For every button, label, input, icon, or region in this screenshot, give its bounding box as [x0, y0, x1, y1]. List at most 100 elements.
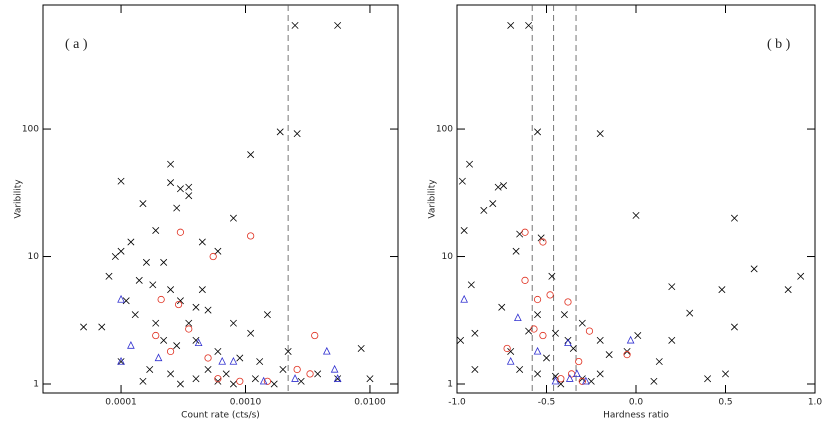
triangle-marker — [229, 356, 238, 365]
cross-marker — [98, 323, 106, 331]
triangle-marker — [259, 376, 268, 385]
triangle-marker — [291, 374, 299, 382]
y-tick-label: 1 — [33, 380, 39, 390]
cross-marker — [569, 344, 577, 352]
circle-marker — [209, 252, 217, 261]
cross-marker — [204, 365, 212, 373]
x-axis-title: Hardness ratio — [603, 411, 669, 421]
circle-marker — [152, 331, 160, 340]
triangle-marker — [330, 364, 339, 373]
cross-marker — [131, 311, 139, 319]
cross-marker — [334, 21, 342, 29]
cross-marker — [214, 247, 222, 255]
triangle-marker — [533, 346, 542, 355]
cross-marker — [167, 286, 175, 294]
cross-marker — [185, 183, 193, 191]
y-tick-label: 1 — [447, 380, 453, 390]
circle-marker — [539, 331, 547, 340]
x-axis-title: Count rate (cts/s) — [181, 411, 260, 421]
cross-marker — [149, 281, 157, 289]
cross-marker — [111, 253, 119, 261]
cross-marker — [525, 21, 533, 29]
y-tick-label: 10 — [28, 252, 40, 262]
cross-marker — [185, 192, 193, 200]
cross-marker — [152, 227, 160, 234]
cross-marker — [494, 183, 502, 191]
y-axis-title: Varibility — [14, 179, 24, 219]
cross-marker — [537, 234, 545, 242]
x-tick-label: 0.0 — [629, 398, 644, 408]
circle-marker — [539, 238, 547, 246]
cross-marker — [214, 347, 222, 355]
circle-marker — [236, 377, 244, 385]
cross-marker — [784, 286, 792, 294]
circle-marker — [521, 228, 529, 236]
cross-marker — [214, 377, 222, 385]
cross-marker — [297, 377, 305, 385]
triangle-marker — [565, 374, 574, 382]
cross-marker — [173, 342, 181, 350]
circle-marker — [623, 351, 631, 359]
triangle-marker — [626, 335, 635, 344]
cross-marker — [293, 130, 301, 138]
cross-marker — [557, 380, 565, 388]
cross-marker — [192, 303, 200, 311]
cross-marker — [543, 354, 550, 362]
cross-marker — [466, 160, 474, 168]
cross-marker — [192, 375, 200, 383]
circle-marker — [311, 331, 319, 340]
x-tick-label: 0.0100 — [354, 398, 386, 408]
cross-marker — [142, 258, 150, 266]
cross-marker — [127, 238, 135, 246]
cross-marker — [251, 375, 259, 383]
circle-marker — [557, 375, 565, 383]
y-tick-label: 100 — [22, 125, 39, 135]
cross-marker — [632, 211, 640, 219]
cross-marker — [198, 238, 206, 246]
cross-marker — [668, 336, 676, 344]
circle-marker — [530, 325, 538, 333]
cross-marker — [704, 375, 712, 383]
cross-marker — [498, 303, 506, 311]
cross-marker — [460, 227, 468, 234]
cross-marker — [534, 311, 542, 319]
cross-marker — [117, 177, 125, 185]
cross-marker — [117, 247, 125, 255]
panel-label: ( a ) — [65, 37, 88, 52]
circle-marker — [575, 357, 583, 366]
cross-marker — [730, 214, 738, 222]
cross-marker — [276, 128, 284, 136]
x-tick-label: 0.0010 — [230, 398, 262, 408]
triangle-marker — [218, 356, 227, 365]
cross-marker — [457, 336, 465, 344]
x-tick-label: -1.0 — [448, 398, 466, 408]
cross-marker — [173, 204, 181, 212]
cross-marker — [152, 319, 160, 327]
circle-marker — [214, 375, 222, 383]
cross-marker — [489, 200, 497, 208]
y-axis-title: Varibility — [428, 179, 438, 219]
cross-marker — [334, 375, 342, 383]
triangle-marker — [333, 374, 342, 382]
cross-marker — [229, 319, 237, 327]
cross-marker — [176, 380, 184, 388]
cross-marker — [146, 365, 154, 373]
cross-marker — [229, 380, 237, 388]
cross-marker — [204, 306, 212, 314]
cross-marker — [596, 370, 604, 378]
triangle-marker — [514, 313, 522, 322]
cross-marker — [247, 151, 255, 159]
cross-marker — [117, 358, 125, 366]
cross-marker — [534, 370, 542, 378]
cross-marker — [357, 344, 365, 352]
circle-marker — [166, 347, 175, 356]
cross-marker — [534, 128, 542, 136]
cross-marker — [500, 182, 508, 190]
cross-marker — [596, 336, 604, 344]
circle-marker — [263, 377, 272, 385]
cross-marker — [122, 297, 130, 305]
plot-frame — [42, 4, 399, 394]
cross-marker — [548, 272, 556, 280]
circle-marker — [176, 228, 185, 236]
